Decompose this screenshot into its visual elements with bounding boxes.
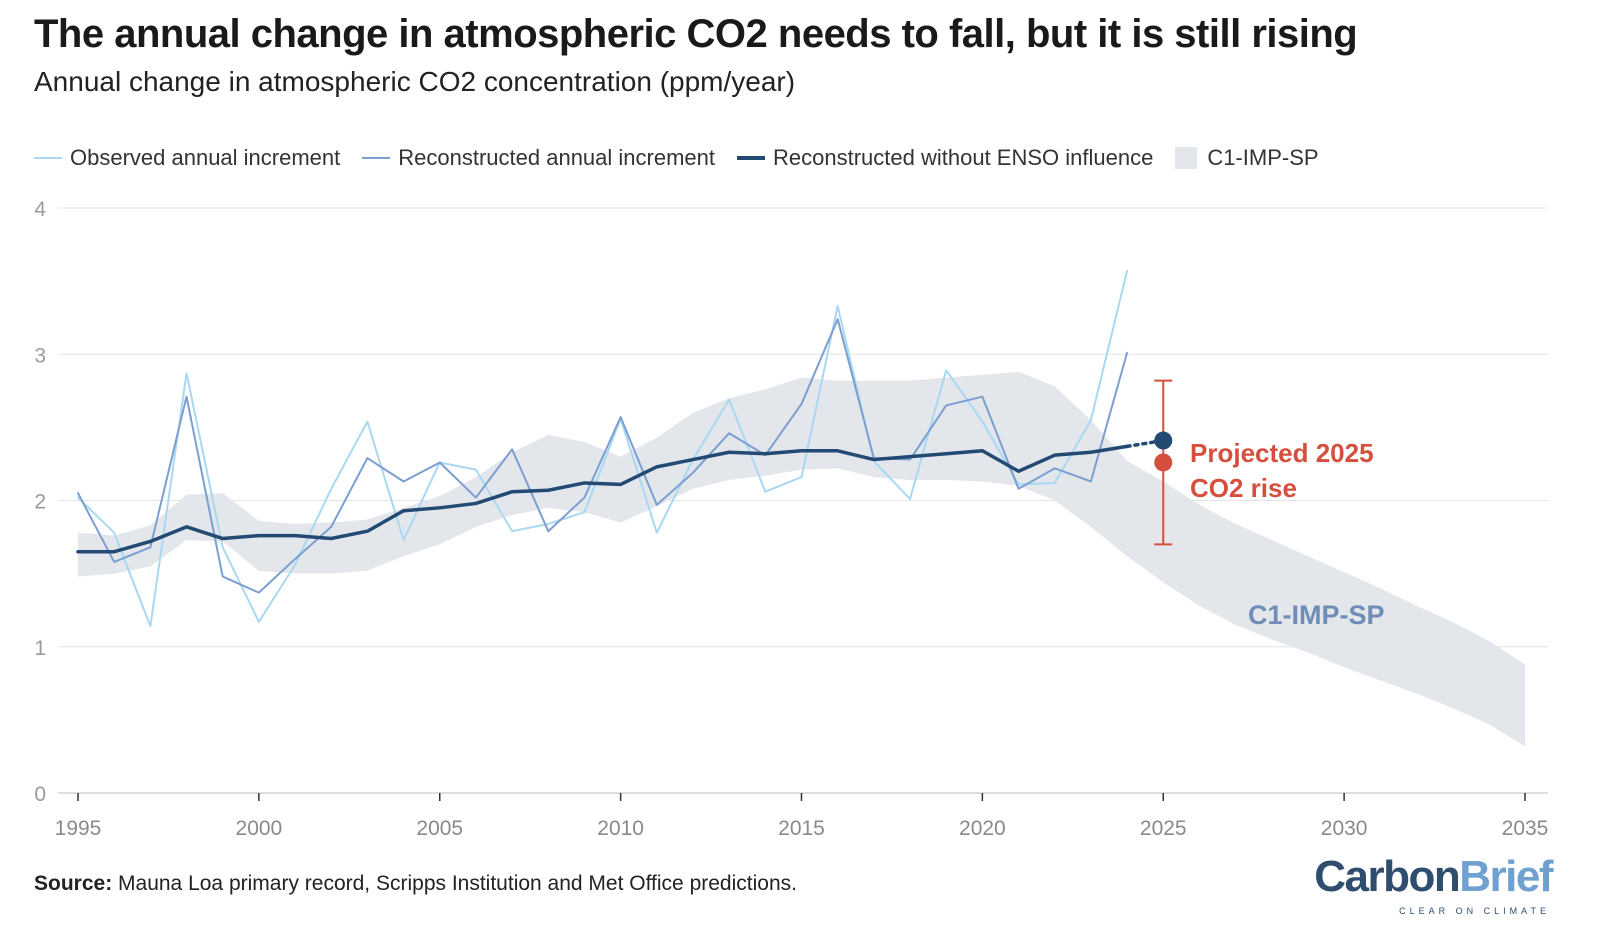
logo-word-carbon: Carbon (1314, 852, 1461, 901)
projection-no-enso-point (1154, 431, 1173, 450)
legend-item-no-enso: Reconstructed without ENSO influence (737, 145, 1153, 171)
x-tick-label: 2005 (416, 817, 463, 840)
source-note: Source: Mauna Loa primary record, Scripp… (34, 872, 797, 896)
projection-central-point (1154, 453, 1173, 472)
x-tick-label: 2035 (1502, 817, 1549, 840)
y-tick-label: 1 (34, 637, 46, 660)
projection-label-line1: Projected 2025 (1190, 438, 1374, 468)
logo-tagline: CLEAR ON CLIMATE (1399, 906, 1550, 916)
logo-word-brief: Brief (1459, 852, 1553, 901)
y-tick-label: 0 (34, 783, 46, 806)
legend-swatch-observed (34, 157, 62, 159)
source-text: Mauna Loa primary record, Scripps Instit… (118, 872, 797, 895)
x-tick-label: 2010 (597, 817, 644, 840)
x-tick-label: 2020 (959, 817, 1006, 840)
legend-label-no-enso: Reconstructed without ENSO influence (773, 145, 1154, 170)
logo-wordmark: CarbonBrief (1314, 852, 1553, 902)
band-c1-imp-sp (78, 371, 1525, 747)
series-observed-line (77, 269, 1129, 628)
legend-item-band: C1-IMP-SP (1175, 145, 1319, 171)
legend-item-reconstructed: Reconstructed annual increment (362, 145, 715, 171)
band-label: C1-IMP-SP (1248, 600, 1385, 630)
y-tick-label: 2 (34, 491, 46, 514)
chart-subtitle: Annual change in atmospheric CO2 concent… (34, 66, 796, 97)
chart-title: The annual change in atmospheric CO2 nee… (34, 12, 1358, 56)
legend-label-band: C1-IMP-SP (1207, 145, 1319, 170)
legend: Observed annual increment Reconstructed … (34, 144, 1341, 172)
x-tick-label: 2030 (1321, 817, 1368, 840)
legend-item-observed: Observed annual increment (34, 145, 340, 171)
source-label: Source: (34, 872, 113, 895)
series-reconstructed-line (77, 318, 1129, 594)
x-tick-label: 2015 (778, 817, 825, 840)
x-tick-label: 2000 (236, 817, 283, 840)
series-no-enso-line (76, 444, 1129, 554)
legend-swatch-reconstructed (362, 157, 391, 159)
x-tick-label: 1995 (55, 817, 102, 840)
projection-label-line2: CO2 rise (1190, 473, 1297, 503)
legend-swatch-no-enso (737, 156, 765, 160)
legend-swatch-band (1175, 147, 1198, 169)
legend-label-reconstructed: Reconstructed annual increment (398, 145, 715, 170)
legend-label-observed: Observed annual increment (70, 145, 341, 170)
y-tick-label: 4 (34, 198, 46, 221)
x-tick-label: 2025 (1140, 817, 1187, 840)
carbonbrief-logo: CarbonBrief CLEAR ON CLIMATE (1314, 852, 1566, 924)
y-tick-label: 3 (34, 344, 46, 367)
